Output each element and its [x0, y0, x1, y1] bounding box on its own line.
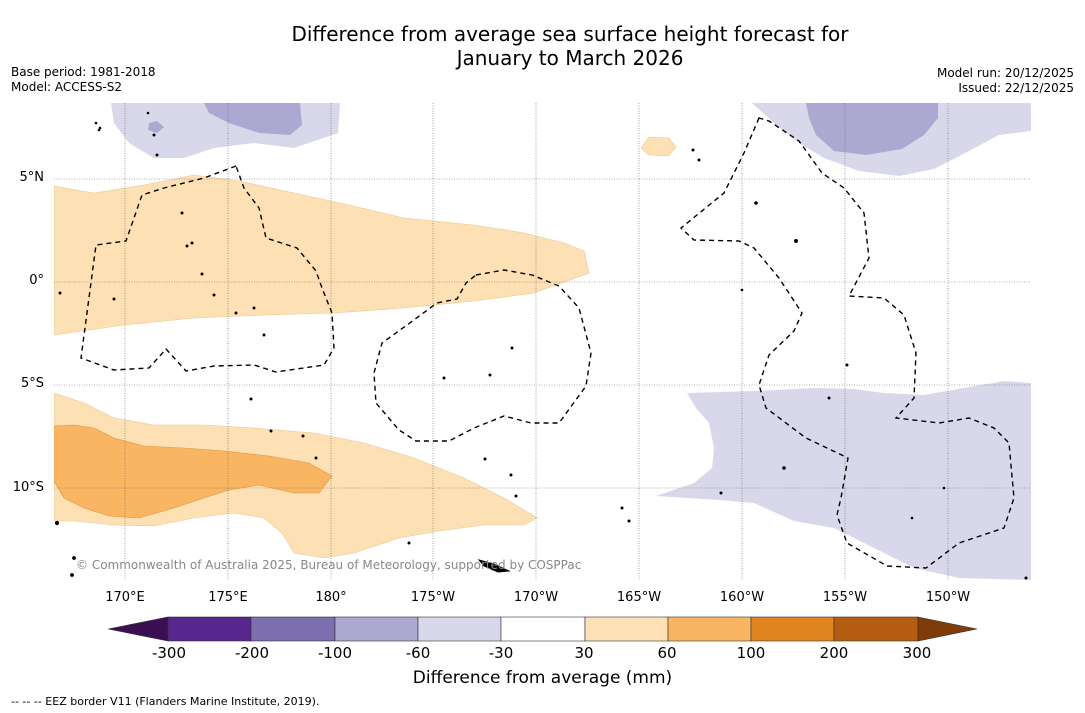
colorbar-segment-1	[167, 616, 252, 642]
colorbar-tick: 100	[736, 644, 766, 662]
eez-legend: -- -- -- EEZ border V11 (Flanders Marine…	[11, 695, 320, 708]
eez-kiribati-east	[679, 117, 1015, 569]
colorbar-segment-9	[833, 616, 919, 642]
colorbar-segment-3	[334, 616, 419, 642]
colorbar-segment-7	[667, 616, 752, 642]
lon-label-175e: 175°E	[208, 590, 248, 605]
colorbar-title: Difference from average (mm)	[412, 668, 673, 688]
lon-label-165w: 165°W	[616, 590, 662, 605]
anomaly-mid-purple-small	[148, 121, 164, 133]
colorbar-segment-6	[584, 616, 669, 642]
colorbar-segment-2	[250, 616, 336, 642]
anomaly-light-orange-north	[54, 174, 590, 336]
colorbar-segment-5	[500, 616, 586, 642]
anomaly-orange-south	[54, 424, 333, 519]
colorbar-tick: -60	[405, 644, 431, 662]
map-svg	[54, 103, 1031, 580]
lat-label-5n: 5°N	[19, 170, 45, 185]
lon-label-175w: 175°W	[410, 590, 456, 605]
colorbar-arrow-high	[917, 616, 978, 642]
lon-label-155w: 155°W	[822, 590, 868, 605]
lat-label-10s: 10°S	[12, 480, 44, 495]
eez-tokelau	[373, 269, 592, 442]
eez-tuvalu-kiribati-west	[80, 165, 335, 373]
colorbar-segment-4	[417, 616, 502, 642]
colorbar-tick: 200	[819, 644, 849, 662]
anomaly-mid-purple-nw	[204, 103, 302, 135]
base-period: Base period: 1981-2018	[11, 65, 156, 79]
colorbar-tick: -300	[151, 644, 187, 662]
colorbar-tick: -200	[234, 644, 270, 662]
colorbar-arrow-low	[108, 616, 169, 642]
colorbar-tick: -30	[488, 644, 514, 662]
lon-label-180: 180°	[315, 590, 347, 605]
model-run: Model run: 20/12/2025	[936, 66, 1074, 80]
lat-label-5s: 5°S	[20, 376, 44, 391]
colorbar-tick: -100	[317, 644, 353, 662]
lat-label-0: 0°	[29, 273, 44, 288]
anomaly-light-orange-island	[640, 136, 677, 157]
map-panel	[54, 103, 1031, 580]
eez-borders	[80, 117, 1015, 569]
islands	[54, 111, 1028, 580]
lon-label-170e: 170°E	[105, 590, 145, 605]
colorbar-tick: 30	[574, 644, 594, 662]
title-line-1: Difference from average sea surface heig…	[291, 22, 849, 46]
colorbar-tick: 300	[902, 644, 932, 662]
meta-right: Model run: 20/12/2025 Issued: 22/12/2025	[937, 66, 1074, 96]
copyright-notice: © Commonwealth of Australia 2025, Bureau…	[76, 558, 582, 572]
colorbar-tick: 60	[657, 644, 677, 662]
model-name: Model: ACCESS-S2	[11, 80, 123, 94]
issued-date: Issued: 22/12/2025	[958, 81, 1074, 95]
meta-left: Base period: 1981-2018 Model: ACCESS-S2	[11, 65, 156, 95]
anomaly-mid-purple-ne	[806, 103, 938, 155]
title-line-2: January to March 2026	[456, 46, 684, 70]
grid-lines	[54, 103, 1031, 580]
anomaly-light-purple-se	[656, 381, 1031, 580]
colorbar	[108, 616, 978, 642]
chart-title: Difference from average sea surface heig…	[0, 22, 1085, 70]
lon-label-160w: 160°W	[719, 590, 765, 605]
colorbar-segment-8	[750, 616, 835, 642]
lon-label-150w: 150°W	[925, 590, 971, 605]
lon-label-170w: 170°W	[513, 590, 559, 605]
